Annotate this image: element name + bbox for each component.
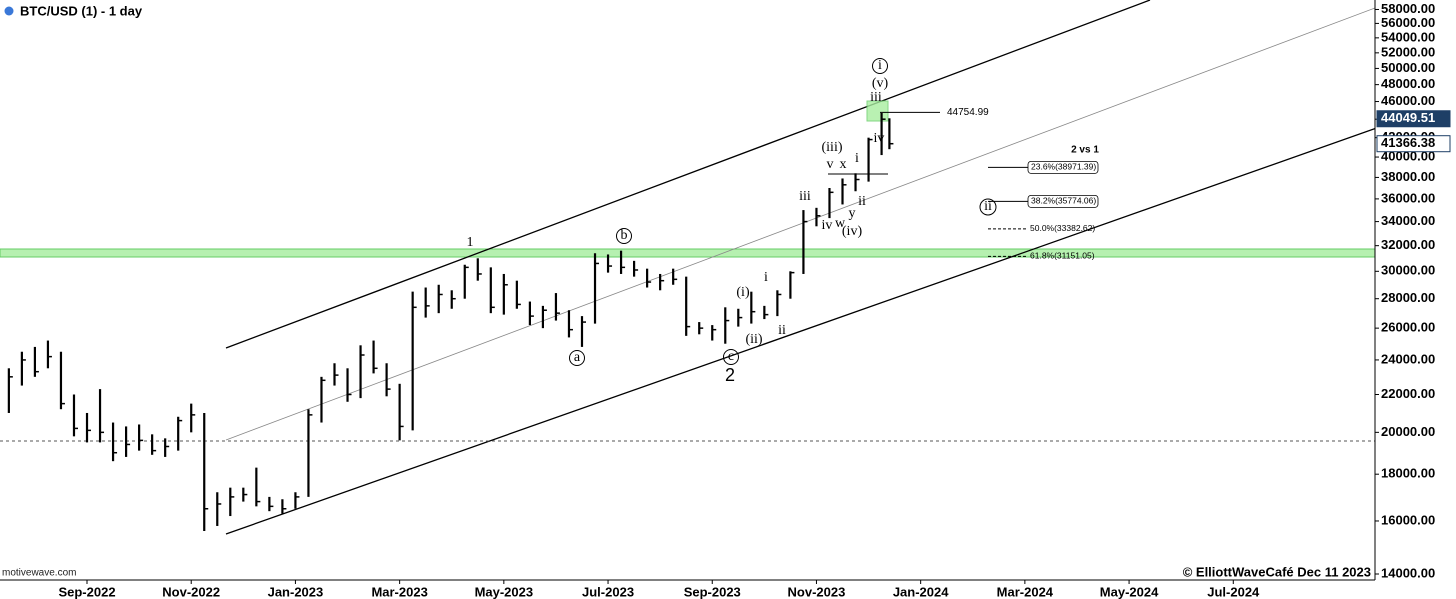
wave-label: (ii) xyxy=(745,332,762,347)
channel-upper xyxy=(225,0,1151,349)
wave-label: (iv) xyxy=(842,224,863,239)
wave-label: ii xyxy=(858,194,866,209)
wave-label: i xyxy=(878,58,882,73)
wave-label: ii xyxy=(778,323,786,338)
y-tick-label: 14000.00 xyxy=(1381,565,1435,580)
wave-label: iv xyxy=(822,218,833,233)
x-tick-label: May-2024 xyxy=(1100,584,1159,599)
price-box xyxy=(1376,135,1451,153)
y-tick-label: 52000.00 xyxy=(1381,44,1435,59)
y-tick-label: 20000.00 xyxy=(1381,424,1435,439)
wave-label: iv xyxy=(874,131,885,146)
wave-label: x xyxy=(840,157,847,172)
wave-label: (iii) xyxy=(822,140,843,155)
chart-title: BTC/USD (1) - 1 day xyxy=(20,3,143,18)
y-tick-label: 46000.00 xyxy=(1381,93,1435,108)
x-tick-label: Nov-2022 xyxy=(162,584,220,599)
y-tick-label: 28000.00 xyxy=(1381,290,1435,305)
price-label: 41366.38 xyxy=(1381,135,1435,150)
x-tick-label: Jul-2024 xyxy=(1207,584,1260,599)
wave-circle xyxy=(872,58,888,74)
x-tick-label: Jan-2024 xyxy=(893,584,949,599)
wave-label: y xyxy=(849,206,856,221)
x-tick-label: Sep-2023 xyxy=(684,584,741,599)
fib-label: 61.8%(31151.05) xyxy=(1030,251,1095,261)
target-box xyxy=(866,100,889,122)
wave-label: (v) xyxy=(872,76,889,91)
channel-lower xyxy=(225,127,1375,535)
wave-label: w xyxy=(835,216,846,231)
y-tick-label: 56000.00 xyxy=(1381,15,1435,30)
plot-area xyxy=(0,0,1375,535)
y-tick-label: 32000.00 xyxy=(1381,237,1435,252)
y-tick-label: 36000.00 xyxy=(1381,190,1435,205)
x-tick-label: Jan-2023 xyxy=(268,584,324,599)
fib-label: 23.6%(38971.39) xyxy=(1031,162,1096,172)
x-tick-label: Nov-2023 xyxy=(788,584,846,599)
y-tick-label: 58000.00 xyxy=(1381,1,1435,16)
wave-label: ii xyxy=(984,199,992,214)
y-tick-label: 38000.00 xyxy=(1381,169,1435,184)
wave-label: v xyxy=(827,157,834,172)
wave-label: (i) xyxy=(736,285,750,300)
wave-circle xyxy=(569,350,585,366)
level-label: 44754.99 xyxy=(947,107,989,118)
y-tick-label: 26000.00 xyxy=(1381,320,1435,335)
wave-circle xyxy=(616,228,632,244)
title-dot xyxy=(4,6,14,16)
wave-circle xyxy=(979,198,997,216)
y-tick-label: 18000.00 xyxy=(1381,466,1435,481)
x-tick-label: Mar-2024 xyxy=(997,584,1054,599)
footer: © ElliottWaveCafé Dec 11 2023 xyxy=(1183,564,1371,579)
x-tick-label: Sep-2022 xyxy=(58,584,115,599)
fib-label: 50.0%(33382.62) xyxy=(1030,223,1095,233)
y-tick-label: 40000.00 xyxy=(1381,148,1435,163)
y-tick-label: 22000.00 xyxy=(1381,386,1435,401)
wave-circle xyxy=(723,349,739,365)
price-box xyxy=(1376,110,1451,128)
wave-label: b xyxy=(621,228,628,243)
support-band xyxy=(0,248,1375,258)
wave-label: a xyxy=(574,350,581,365)
source: motivewave.com xyxy=(2,568,76,579)
wave-label: i xyxy=(855,151,859,166)
y-tick-label: 24000.00 xyxy=(1381,351,1435,366)
x-tick-label: May-2023 xyxy=(475,584,534,599)
fib-title: 2 vs 1 xyxy=(1071,145,1099,156)
wave-label: 1 xyxy=(467,235,474,250)
fib-box xyxy=(1027,194,1099,208)
wave-label: iii xyxy=(870,90,882,105)
y-tick-label: 34000.00 xyxy=(1381,213,1435,228)
y-tick-label: 30000.00 xyxy=(1381,263,1435,278)
price-label: 44049.51 xyxy=(1381,110,1435,125)
channel-middle xyxy=(225,7,1375,441)
wave-label: iii xyxy=(799,189,811,204)
y-tick-label: 50000.00 xyxy=(1381,60,1435,75)
y-tick-label: 48000.00 xyxy=(1381,76,1435,91)
x-tick-label: Mar-2023 xyxy=(371,584,427,599)
wave-label: 2 xyxy=(725,365,735,385)
x-tick-label: Jul-2023 xyxy=(582,584,634,599)
wave-label: i xyxy=(764,270,768,285)
y-tick-label: 54000.00 xyxy=(1381,29,1435,44)
y-tick-label: 16000.00 xyxy=(1381,512,1435,527)
wave-label: c xyxy=(728,349,734,364)
fib-label: 38.2%(35774.06) xyxy=(1031,196,1096,206)
fib-box xyxy=(1027,160,1099,174)
